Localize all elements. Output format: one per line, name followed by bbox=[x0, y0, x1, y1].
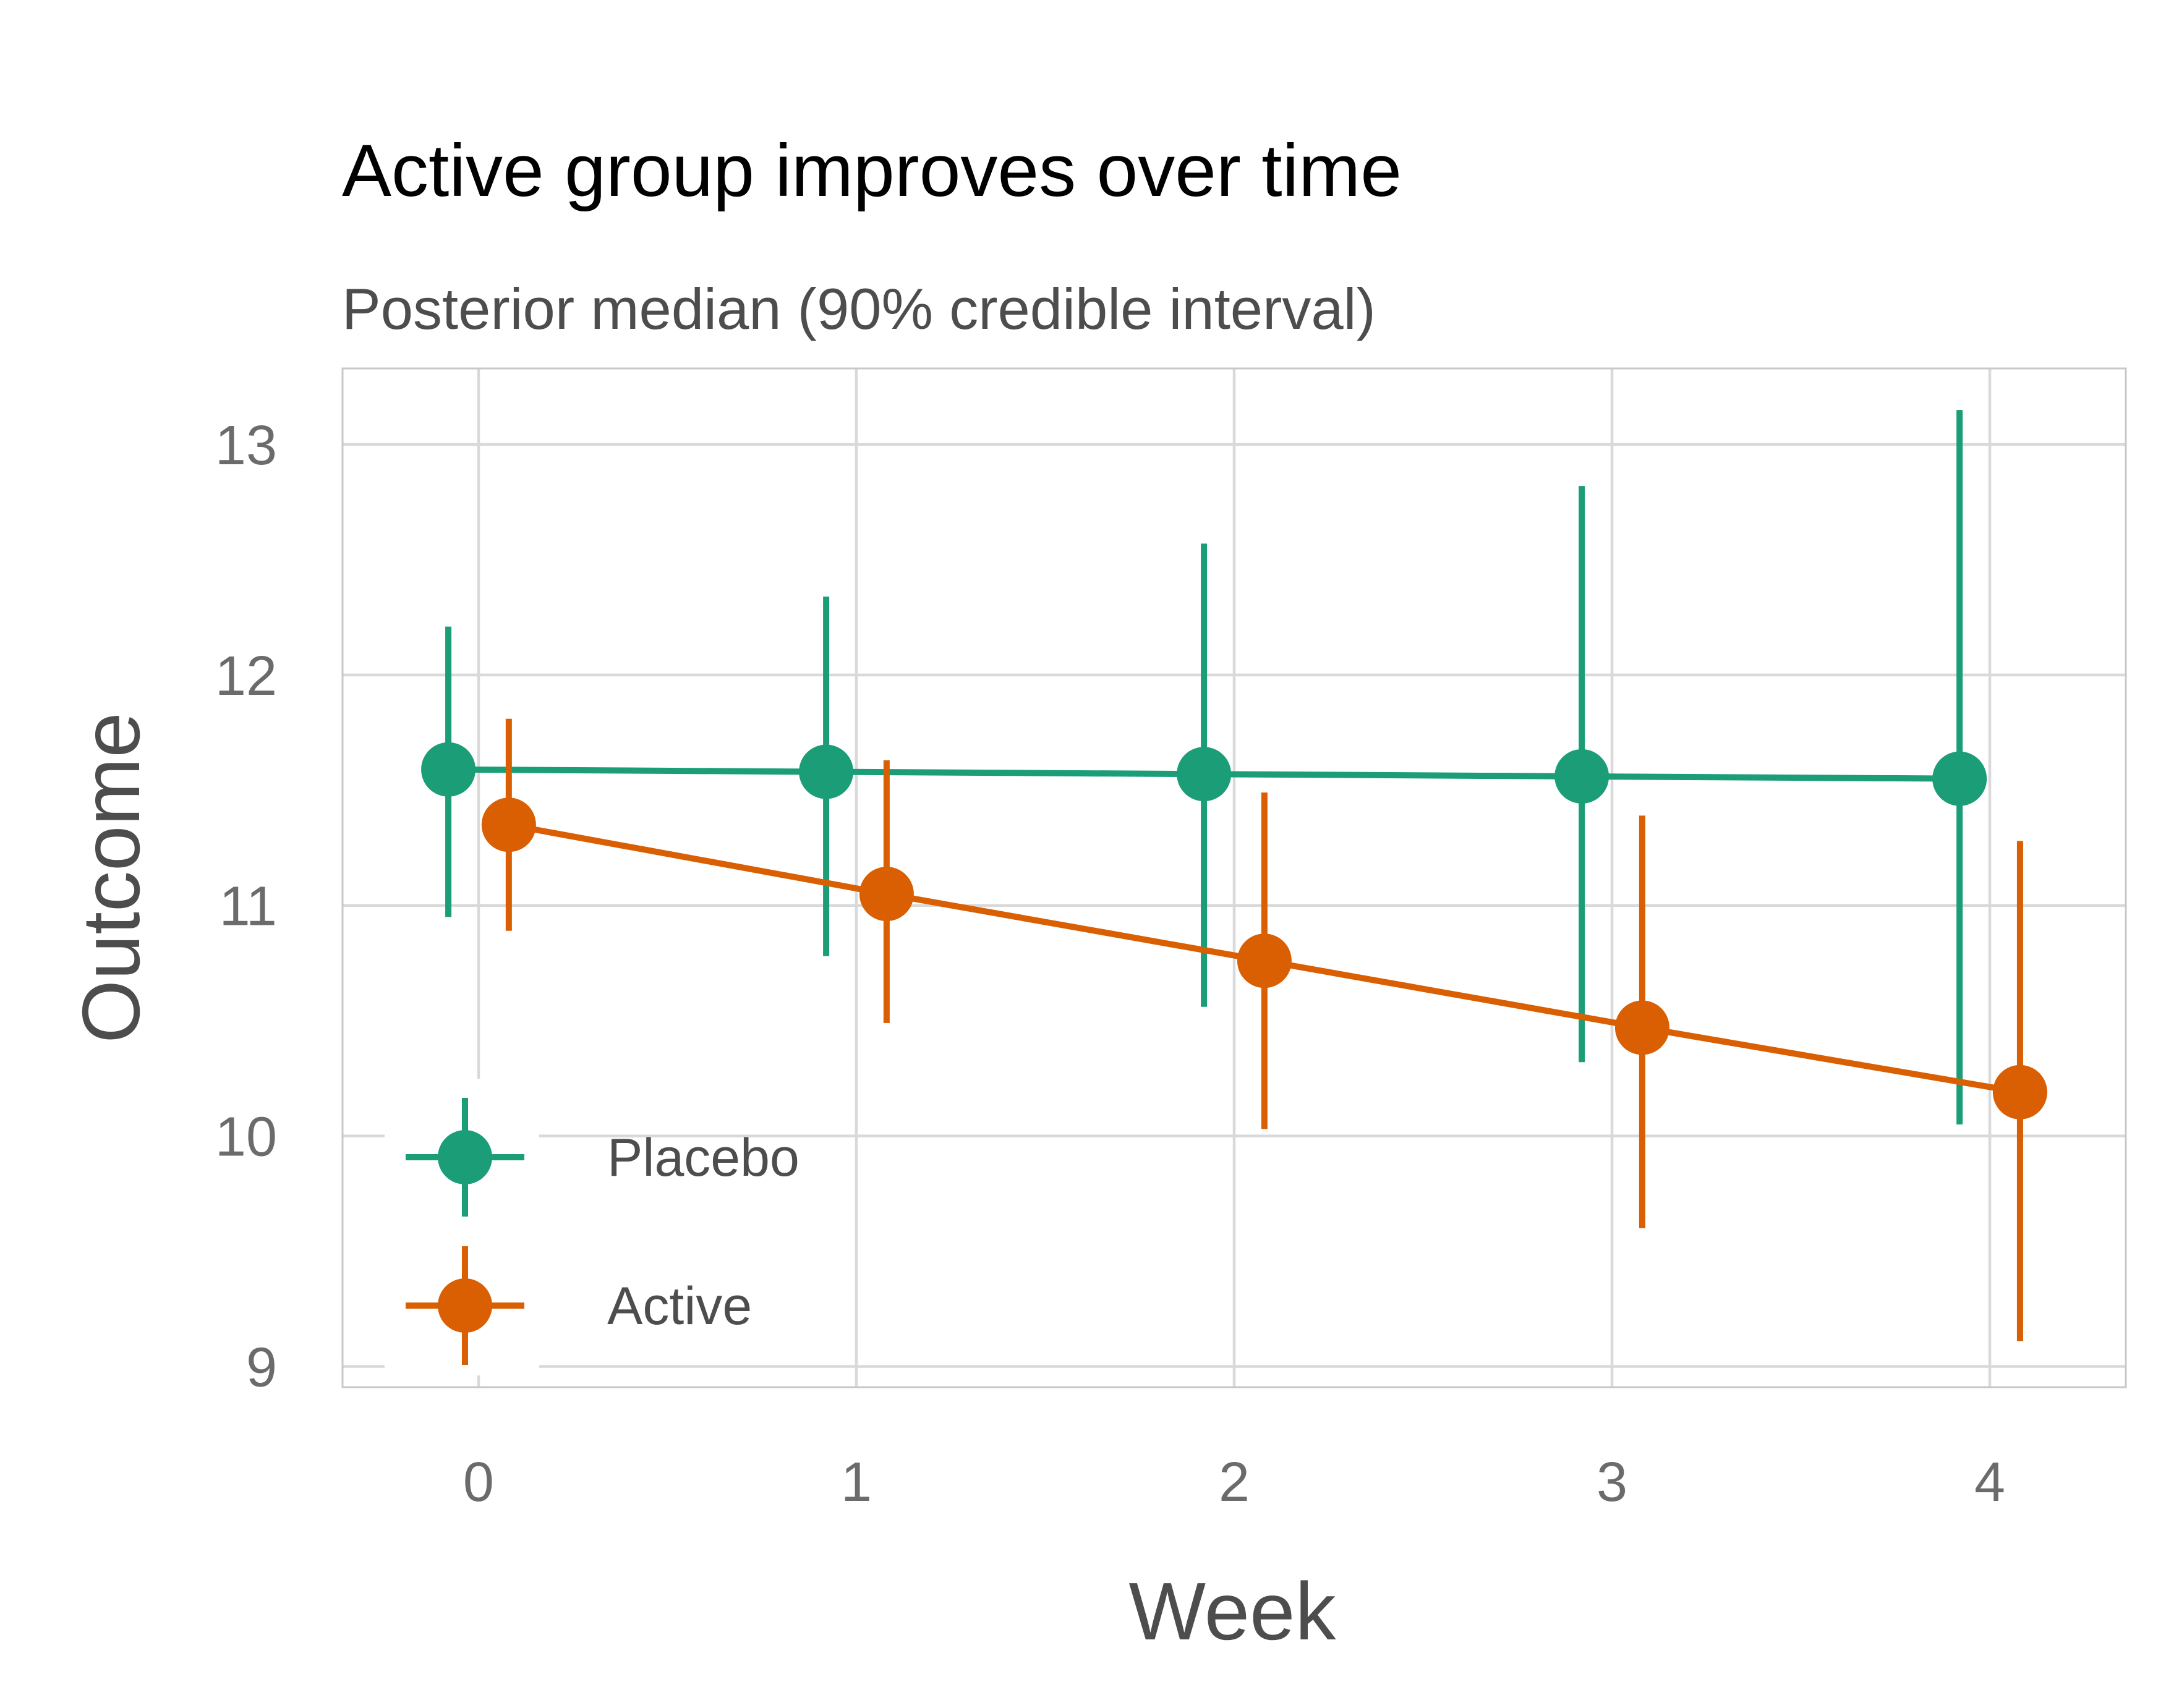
x-axis-title: Week bbox=[1128, 1566, 1336, 1657]
y-tick-label: 13 bbox=[215, 415, 277, 477]
median-point bbox=[1992, 1064, 2047, 1120]
legend-item-active: Active bbox=[406, 1246, 752, 1365]
median-point bbox=[481, 797, 536, 852]
median-point bbox=[1614, 1000, 1669, 1055]
y-tick-label: 12 bbox=[215, 645, 277, 707]
median-point bbox=[1237, 933, 1292, 988]
chart-subtitle: Posterior median (90% credible interval) bbox=[342, 276, 1376, 341]
y-tick-label: 9 bbox=[246, 1336, 277, 1398]
legend-key-point bbox=[438, 1278, 492, 1333]
median-point bbox=[799, 744, 854, 799]
median-point bbox=[1554, 749, 1610, 804]
x-tick-label: 0 bbox=[463, 1451, 494, 1513]
median-point bbox=[421, 742, 476, 797]
median-point bbox=[1932, 751, 1987, 806]
y-axis-title: Outcome bbox=[66, 712, 156, 1043]
legend-label: Active bbox=[607, 1277, 752, 1336]
legend: Placebo Active bbox=[385, 1079, 799, 1375]
x-tick-label: 3 bbox=[1597, 1451, 1627, 1513]
chart-title: Active group improves over time bbox=[342, 129, 1402, 212]
x-tick-label: 1 bbox=[841, 1451, 872, 1513]
median-point bbox=[1177, 747, 1232, 802]
median-point bbox=[859, 867, 914, 922]
plot-panel bbox=[341, 367, 2127, 1388]
grid-lines bbox=[343, 368, 2126, 1387]
y-tick-label: 11 bbox=[220, 876, 277, 938]
x-axis-ticks: 0 1 2 3 4 bbox=[463, 1451, 2005, 1513]
legend-key-point bbox=[438, 1130, 492, 1184]
legend-item-placebo: Placebo bbox=[406, 1098, 799, 1217]
series bbox=[421, 410, 2047, 1341]
y-axis-ticks: 9 10 11 12 13 bbox=[215, 415, 277, 1398]
y-tick-label: 10 bbox=[215, 1107, 277, 1168]
series-active bbox=[481, 718, 2047, 1341]
series-placebo bbox=[421, 410, 1987, 1124]
x-tick-label: 4 bbox=[1974, 1451, 2005, 1513]
x-tick-label: 2 bbox=[1219, 1451, 1250, 1513]
legend-label: Placebo bbox=[607, 1128, 799, 1188]
